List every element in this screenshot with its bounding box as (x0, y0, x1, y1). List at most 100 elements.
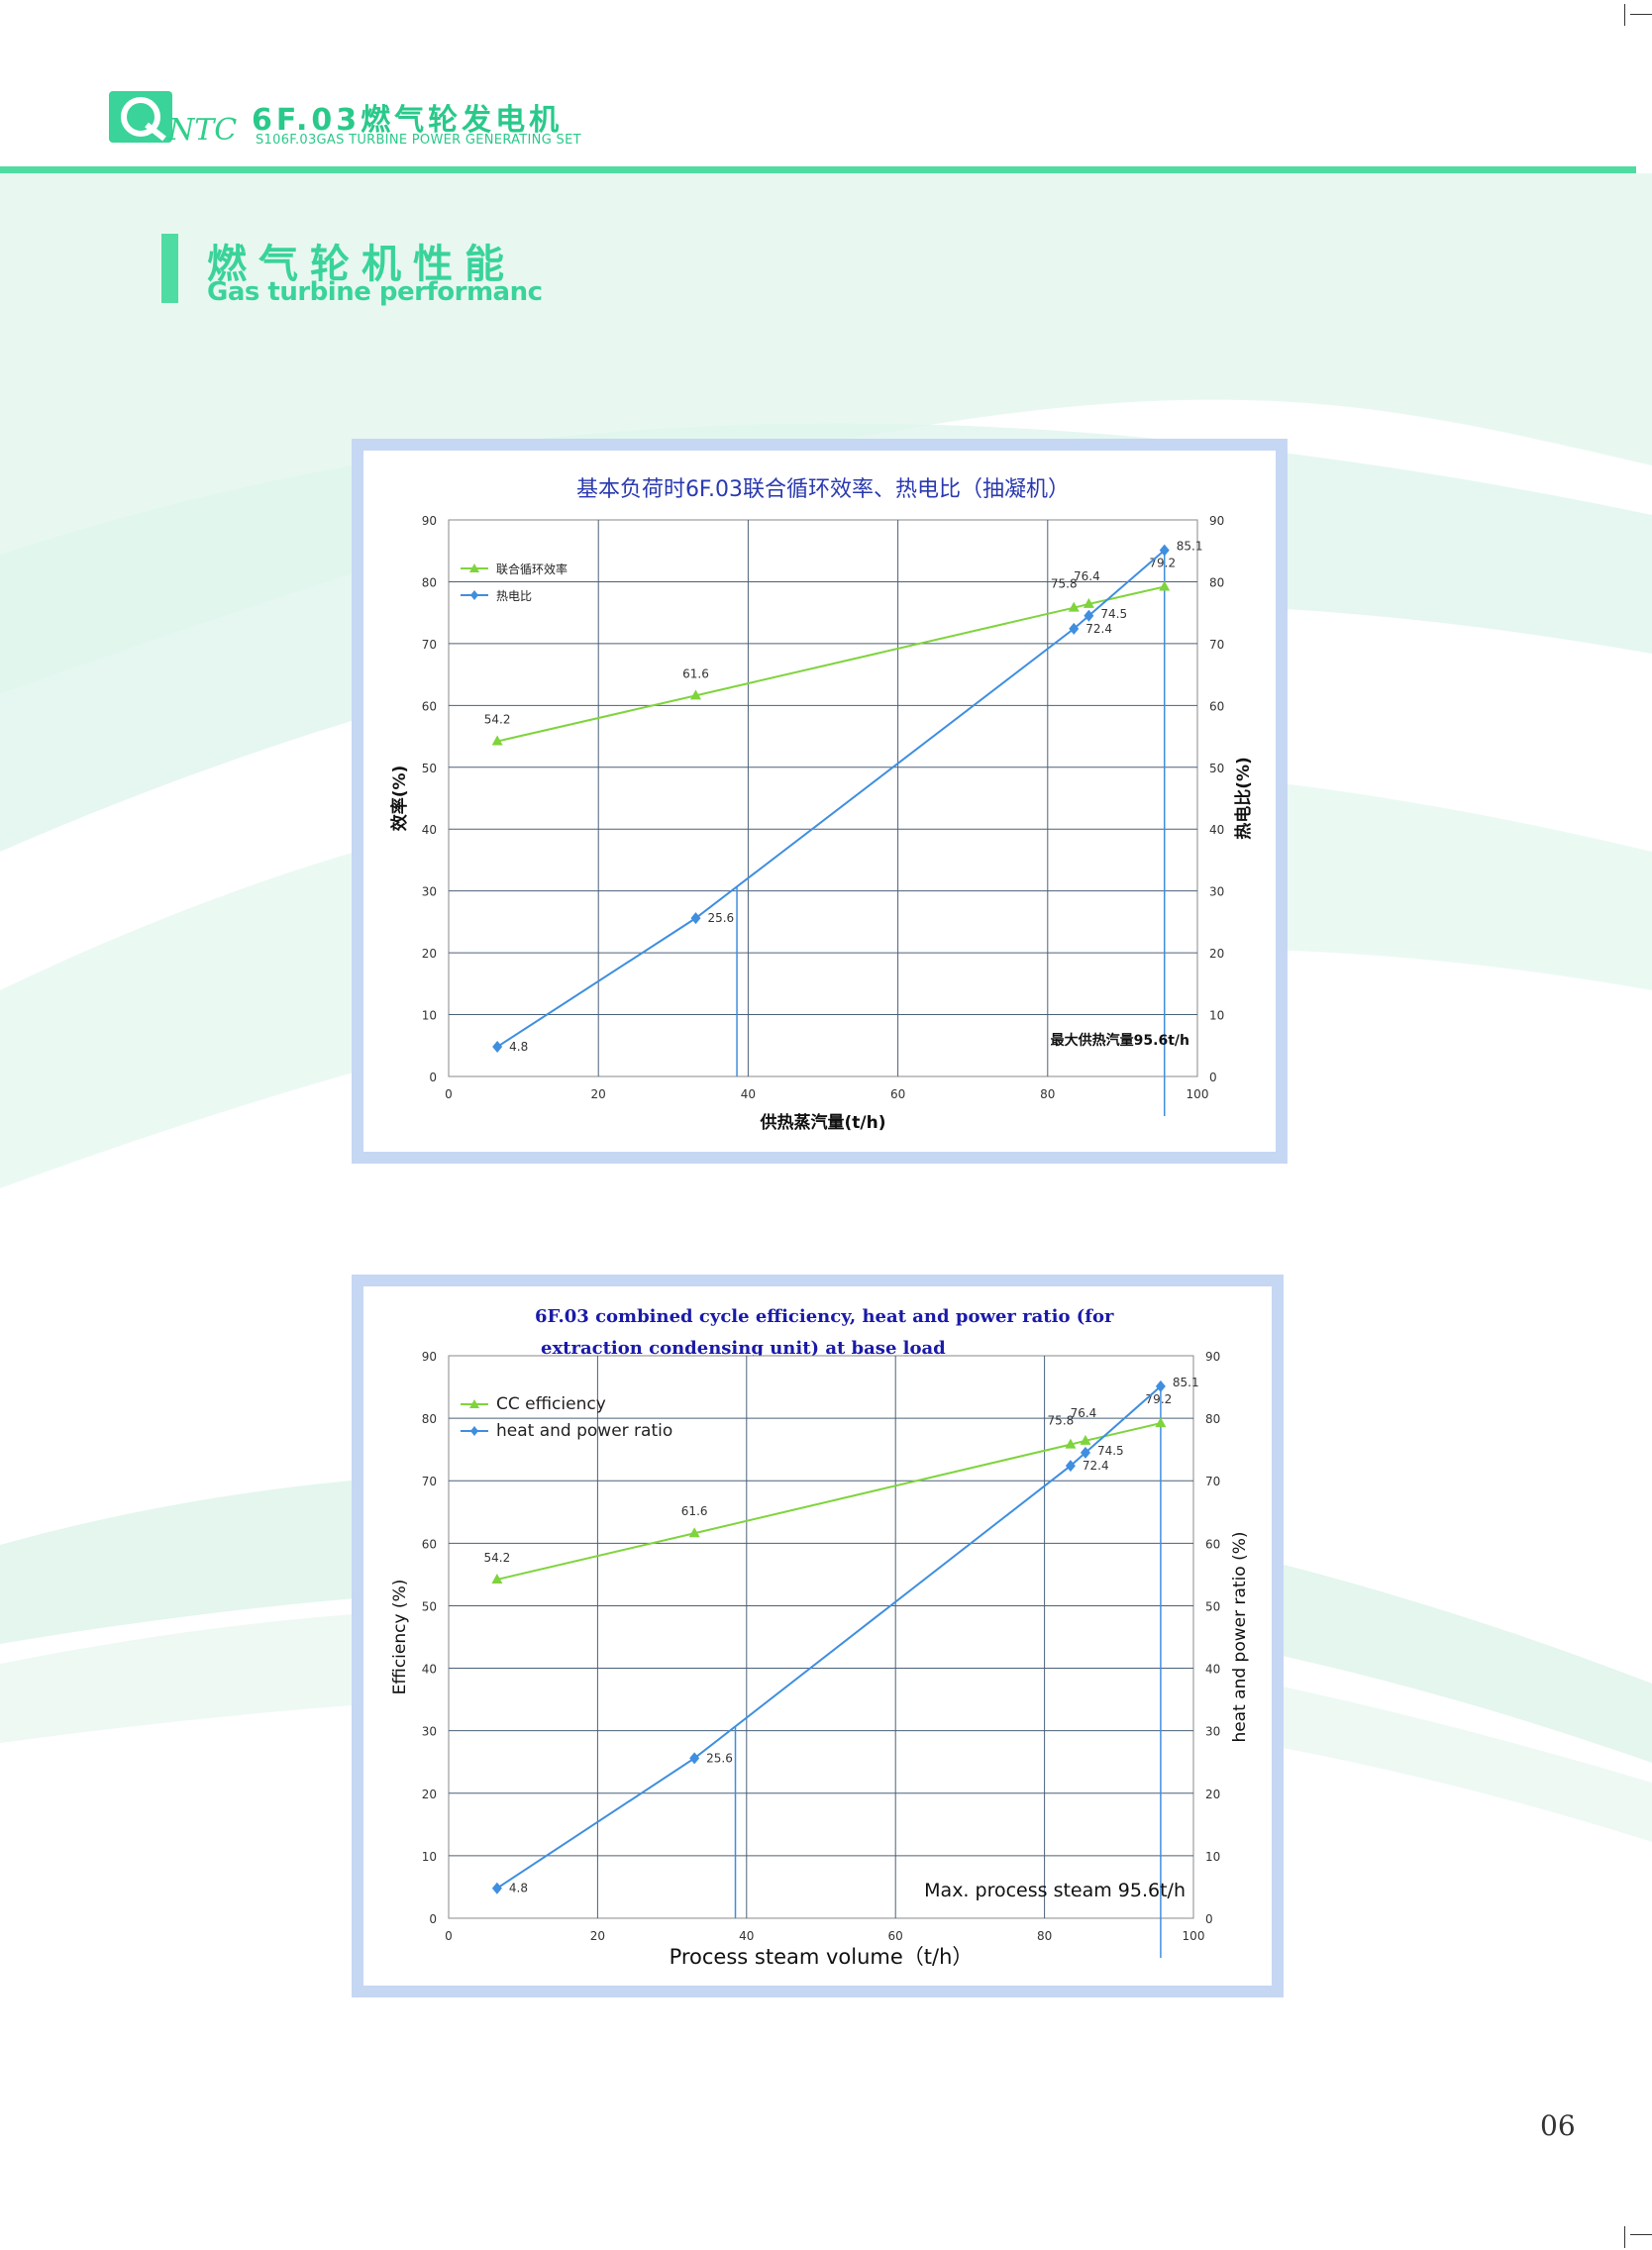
x-tick-label: 80 (1037, 1929, 1052, 1943)
ratio-point (491, 1882, 502, 1894)
y-tick-label-right: 30 (1205, 1725, 1220, 1739)
ratio-data-label: 72.4 (1083, 1459, 1109, 1473)
x-tick-label: 60 (890, 1087, 905, 1101)
efficiency-point (491, 735, 503, 746)
ratio-point (1065, 1460, 1076, 1473)
y-tick-label-right: 10 (1209, 1009, 1224, 1023)
page-number: 06 (1540, 2109, 1576, 2142)
ratio-point (1155, 1380, 1166, 1392)
y-tick-label-right: 90 (1205, 1350, 1220, 1364)
y-tick-label-right: 80 (1209, 575, 1224, 589)
efficiency-data-label: 79.2 (1149, 556, 1176, 569)
y-tick-label-right: 20 (1209, 947, 1224, 961)
y-tick-label-left: 50 (422, 1599, 437, 1613)
x-tick-label: 20 (591, 1087, 606, 1101)
efficiency-point (688, 1527, 700, 1538)
chart-annotation: 最大供热汽量95.6t/h (1051, 1032, 1189, 1049)
y-tick-label-left: 80 (422, 575, 437, 589)
x-axis-label: 供热蒸汽量(t/h) (760, 1112, 886, 1133)
y-tick-label-left: 30 (422, 1725, 437, 1739)
legend-swatch-marker (469, 563, 479, 572)
efficiency-point (1159, 580, 1171, 591)
legend-swatch-marker (469, 1399, 479, 1408)
crop-mark-bottom (1624, 2226, 1625, 2248)
header-title: 6F.03燃气轮发电机 (252, 103, 564, 138)
chart-annotation: Max. process steam 95.6t/h (924, 1880, 1186, 1901)
y-tick-label-right: 90 (1209, 514, 1224, 528)
legend-label: CC efficiency (496, 1394, 606, 1414)
legend-swatch-marker (470, 1426, 478, 1436)
y-axis-label-right: heat and power ratio (%) (1230, 1531, 1250, 1742)
y-tick-label-right: 50 (1209, 762, 1224, 775)
chart-cn-panel: 基本负荷时6F.03联合循环效率、热电比（抽凝机） 0 0 10 10 20 20 30 30 4… (363, 451, 1276, 1152)
x-tick-label: 40 (739, 1929, 754, 1943)
ratio-data-label: 74.5 (1100, 607, 1127, 621)
y-tick-label-left: 10 (422, 1009, 437, 1023)
plot-area (448, 1355, 1194, 1919)
header-subtitle: S106F.03GAS TURBINE POWER GENERATING SET (256, 133, 581, 148)
y-tick-label-right: 10 (1205, 1850, 1220, 1864)
y-tick-label-left: 70 (422, 638, 437, 652)
chart-title-line1: 6F.03 combined cycle efficiency, heat an… (535, 1306, 1114, 1327)
y-tick-label-right: 40 (1205, 1663, 1220, 1677)
y-axis-label-right: 热电比(%) (1233, 757, 1254, 840)
efficiency-data-label: 54.2 (484, 1551, 511, 1565)
section-title-cn: 燃气轮机性能 (207, 242, 516, 287)
y-tick-label-left: 70 (422, 1475, 437, 1488)
y-tick-label-left: 90 (422, 1350, 437, 1364)
company-logo (109, 91, 172, 143)
legend-label: 热电比 (496, 589, 532, 603)
y-tick-label-right: 0 (1205, 1912, 1213, 1926)
y-tick-label-right: 70 (1205, 1475, 1220, 1488)
y-tick-label-right: 60 (1205, 1537, 1220, 1551)
legend-swatch-marker (470, 590, 478, 600)
y-tick-label-left: 40 (422, 1663, 437, 1677)
efficiency-point (1068, 601, 1080, 612)
legend-label: heat and power ratio (496, 1421, 672, 1441)
y-tick-label-left: 0 (429, 1071, 437, 1084)
x-tick-label: 60 (888, 1929, 903, 1943)
efficiency-data-label: 79.2 (1146, 1392, 1173, 1406)
x-axis-label: Process steam volume（t/h） (670, 1945, 974, 1969)
crop-mark-top (1624, 4, 1625, 26)
y-tick-label-left: 20 (422, 947, 437, 961)
efficiency-data-label: 61.6 (682, 666, 709, 680)
efficiency-data-label: 75.8 (1048, 1414, 1075, 1428)
x-tick-label: 100 (1183, 1929, 1205, 1943)
ratio-point (690, 912, 701, 925)
ratio-data-label: 4.8 (509, 1882, 528, 1895)
x-tick-label: 0 (445, 1929, 453, 1943)
plot-area (448, 519, 1198, 1077)
y-tick-label-right: 30 (1209, 885, 1224, 899)
y-tick-label-left: 60 (422, 1537, 437, 1551)
efficiency-data-label: 61.6 (681, 1504, 708, 1518)
ratio-point (1069, 622, 1080, 635)
y-tick-label-left: 20 (422, 1788, 437, 1801)
y-tick-label-right: 80 (1205, 1412, 1220, 1426)
crop-mark-top (1630, 14, 1652, 15)
legend-label: 联合循环效率 (496, 562, 568, 576)
y-tick-label-left: 10 (422, 1850, 437, 1864)
efficiency-point (1155, 1417, 1167, 1428)
efficiency-data-label: 75.8 (1051, 577, 1078, 591)
chart-en-frame: 6F.03 combined cycle efficiency, heat an… (352, 1275, 1284, 1997)
chart-en: 6F.03 combined cycle efficiency, heat an… (390, 1306, 1250, 1969)
chart-en-panel: 6F.03 combined cycle efficiency, heat an… (363, 1286, 1272, 1986)
x-tick-label: 20 (590, 1929, 605, 1943)
efficiency-point (1080, 1434, 1091, 1445)
y-tick-label-left: 60 (422, 699, 437, 713)
y-tick-label-left: 40 (422, 823, 437, 837)
ratio-point (689, 1752, 700, 1765)
efficiency-point (689, 689, 701, 700)
crop-mark-bottom (1630, 2234, 1652, 2235)
ratio-data-label: 85.1 (1173, 1376, 1199, 1389)
y-tick-label-left: 0 (429, 1912, 437, 1926)
chart-title-line2: extraction condensing unit) at base load (541, 1338, 946, 1359)
efficiency-data-label: 76.4 (1071, 1406, 1097, 1420)
ratio-data-label: 25.6 (707, 911, 734, 925)
y-tick-label-right: 70 (1209, 638, 1224, 652)
y-axis-label-left: 效率(%) (389, 766, 410, 832)
efficiency-point (1083, 597, 1094, 608)
chart-cn-frame: 基本负荷时6F.03联合循环效率、热电比（抽凝机） 0 0 10 10 20 20 30 30 4… (352, 439, 1288, 1164)
